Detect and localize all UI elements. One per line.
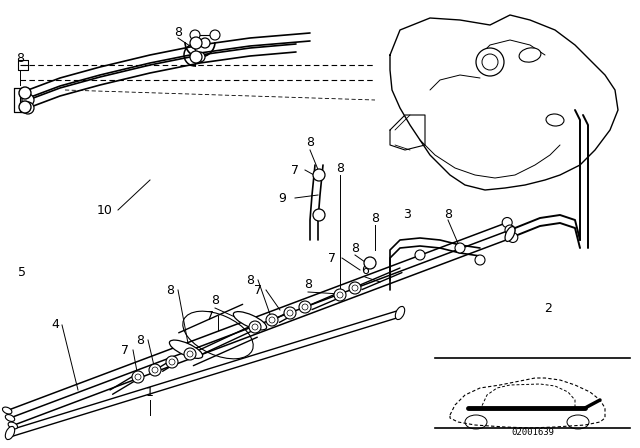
Text: 7: 7 — [328, 251, 336, 264]
Circle shape — [249, 321, 261, 333]
Ellipse shape — [465, 415, 487, 429]
Circle shape — [313, 209, 325, 221]
Text: 8: 8 — [211, 293, 219, 306]
Ellipse shape — [3, 407, 12, 414]
Text: 8: 8 — [304, 279, 312, 292]
Circle shape — [166, 356, 178, 368]
Circle shape — [502, 218, 512, 228]
Circle shape — [476, 48, 504, 76]
Ellipse shape — [5, 414, 15, 422]
Circle shape — [149, 364, 161, 376]
Circle shape — [190, 51, 202, 63]
Circle shape — [184, 348, 196, 360]
Text: 8: 8 — [174, 26, 182, 39]
Circle shape — [455, 243, 465, 253]
Text: 8: 8 — [336, 161, 344, 175]
Ellipse shape — [546, 114, 564, 126]
Circle shape — [190, 30, 200, 40]
Text: 2: 2 — [544, 302, 552, 314]
Ellipse shape — [396, 306, 404, 319]
Ellipse shape — [505, 227, 515, 241]
Circle shape — [190, 37, 202, 49]
Circle shape — [187, 351, 193, 357]
Text: 10: 10 — [97, 203, 113, 216]
Circle shape — [482, 54, 498, 70]
Text: 9: 9 — [278, 191, 286, 204]
Text: 8: 8 — [306, 137, 314, 150]
Circle shape — [22, 94, 34, 106]
Circle shape — [266, 314, 278, 326]
Circle shape — [19, 87, 31, 99]
Circle shape — [415, 250, 425, 260]
Text: 8: 8 — [166, 284, 174, 297]
Text: 5: 5 — [18, 266, 26, 279]
Ellipse shape — [8, 422, 17, 429]
Text: 02001639: 02001639 — [511, 428, 554, 437]
Circle shape — [132, 371, 144, 383]
Circle shape — [210, 30, 220, 40]
Circle shape — [505, 225, 515, 235]
Ellipse shape — [234, 312, 267, 330]
Circle shape — [195, 52, 205, 62]
Circle shape — [299, 301, 311, 313]
Text: 7: 7 — [206, 310, 214, 323]
Circle shape — [352, 285, 358, 291]
Circle shape — [349, 282, 361, 294]
Text: 4: 4 — [51, 319, 59, 332]
Circle shape — [269, 317, 275, 323]
Circle shape — [313, 169, 325, 181]
Text: 1: 1 — [146, 385, 154, 399]
Ellipse shape — [5, 426, 15, 439]
Ellipse shape — [519, 48, 541, 62]
Text: 8: 8 — [351, 241, 359, 254]
Text: 8: 8 — [371, 211, 379, 224]
Circle shape — [284, 307, 296, 319]
Circle shape — [169, 359, 175, 365]
Ellipse shape — [170, 340, 203, 358]
Circle shape — [334, 289, 346, 301]
Circle shape — [252, 324, 258, 330]
Circle shape — [19, 101, 31, 113]
Text: 7: 7 — [121, 344, 129, 357]
Circle shape — [200, 38, 210, 48]
Text: 8: 8 — [246, 273, 254, 287]
Text: 8: 8 — [136, 333, 144, 346]
Text: 7: 7 — [254, 284, 262, 297]
Circle shape — [287, 310, 293, 316]
Circle shape — [475, 255, 485, 265]
Text: 8: 8 — [16, 52, 24, 65]
Circle shape — [364, 257, 376, 269]
Circle shape — [302, 304, 308, 310]
Circle shape — [508, 233, 518, 242]
Circle shape — [152, 367, 158, 373]
Circle shape — [135, 374, 141, 380]
Ellipse shape — [567, 415, 589, 429]
Circle shape — [22, 102, 34, 114]
Text: 6: 6 — [361, 263, 369, 276]
Circle shape — [337, 292, 343, 298]
Text: 3: 3 — [403, 208, 411, 221]
Text: 7: 7 — [291, 164, 299, 177]
Text: 8: 8 — [444, 208, 452, 221]
